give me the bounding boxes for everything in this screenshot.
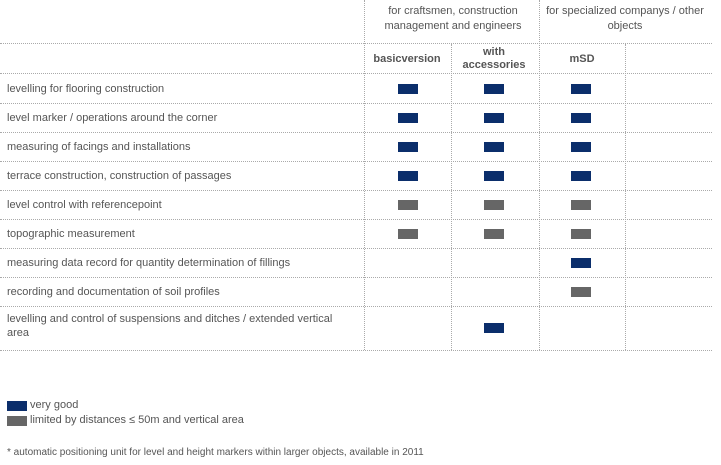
column-header-basicversion: basicversion bbox=[373, 53, 441, 65]
grid-hline-row bbox=[0, 306, 712, 307]
group-header-craftsmen: for craftsmen, construction management a… bbox=[384, 5, 522, 32]
row-label: level marker / operations around the cor… bbox=[7, 112, 218, 124]
rating-mark-basic bbox=[398, 200, 418, 210]
rating-mark-basic bbox=[398, 84, 418, 94]
rating-mark-msd bbox=[571, 200, 591, 210]
rating-mark-msd bbox=[571, 287, 591, 297]
row-label: levelling and control of suspensions and… bbox=[7, 313, 333, 339]
rating-mark-basic bbox=[398, 142, 418, 152]
rating-mark-accessories bbox=[484, 229, 504, 239]
rating-mark-accessories bbox=[484, 113, 504, 123]
rating-mark-msd bbox=[571, 229, 591, 239]
legend-swatch-limited bbox=[7, 416, 27, 426]
rating-mark-accessories bbox=[484, 84, 504, 94]
row-label: level control with referencepoint bbox=[7, 199, 162, 211]
grid-hline-row bbox=[0, 219, 712, 220]
grid-hline-row bbox=[0, 161, 712, 162]
rating-mark-basic bbox=[398, 171, 418, 181]
rating-mark-msd bbox=[571, 142, 591, 152]
rating-mark-accessories bbox=[484, 142, 504, 152]
legend-label-limited: limited by distances ≤ 50m and vertical … bbox=[30, 414, 244, 426]
grid-hline-row bbox=[0, 248, 712, 249]
rating-mark-basic bbox=[398, 113, 418, 123]
row-label: terrace construction, construction of pa… bbox=[7, 170, 232, 182]
row-label: topographic measurement bbox=[7, 228, 135, 240]
rating-mark-basic bbox=[398, 229, 418, 239]
grid-hline-header bbox=[0, 73, 712, 74]
group-header-specialized: for specialized companys / other objects bbox=[546, 5, 704, 32]
column-header-with-accessories: with accessories bbox=[462, 46, 526, 71]
rating-mark-msd bbox=[571, 84, 591, 94]
row-label: measuring data record for quantity deter… bbox=[7, 257, 291, 269]
grid-hline-top bbox=[0, 43, 712, 44]
grid-vline-2 bbox=[451, 44, 452, 350]
footnote: * automatic positioning unit for level a… bbox=[7, 447, 424, 458]
rating-mark-accessories bbox=[484, 200, 504, 210]
rating-mark-msd bbox=[571, 113, 591, 123]
grid-hline-row bbox=[0, 190, 712, 191]
grid-vline-3 bbox=[539, 0, 540, 350]
legend-label-very-good: very good bbox=[30, 399, 79, 411]
grid-vline-1 bbox=[364, 0, 365, 350]
grid-hline-row bbox=[0, 132, 712, 133]
column-header-msd: mSD bbox=[569, 53, 595, 65]
row-label: levelling for flooring construction bbox=[7, 83, 165, 95]
row-label: measuring of facings and installations bbox=[7, 141, 191, 153]
grid-hline-row bbox=[0, 103, 712, 104]
grid-vline-4 bbox=[625, 44, 626, 350]
rating-mark-accessories bbox=[484, 323, 504, 333]
grid-hline-row bbox=[0, 350, 712, 351]
legend-swatch-very-good bbox=[7, 401, 27, 411]
grid-hline-row bbox=[0, 277, 712, 278]
rating-mark-msd bbox=[571, 171, 591, 181]
row-label: recording and documentation of soil prof… bbox=[7, 286, 220, 298]
rating-mark-accessories bbox=[484, 171, 504, 181]
rating-mark-msd bbox=[571, 258, 591, 268]
